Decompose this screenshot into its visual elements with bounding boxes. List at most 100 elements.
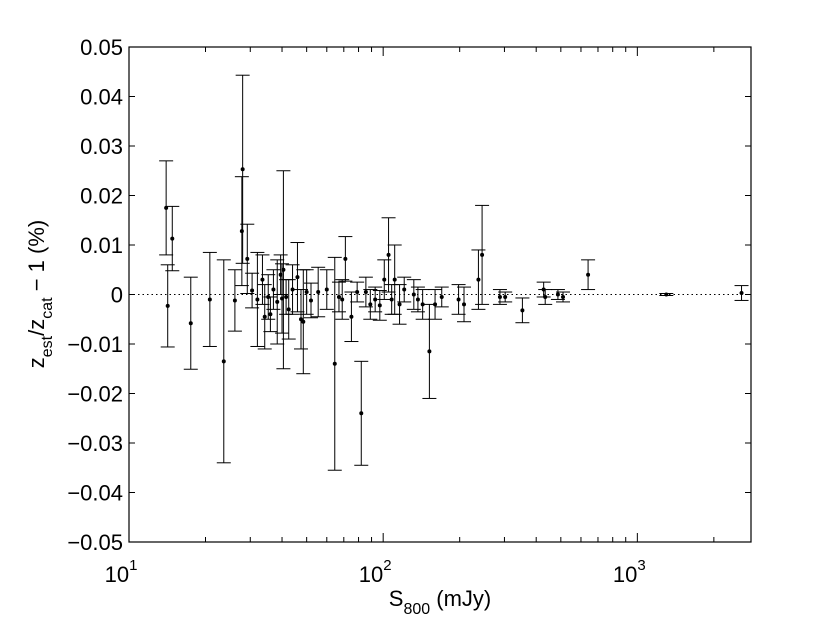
y-tick-label: 0.05 [80,35,123,60]
data-point-group [281,279,296,340]
y-tick-label: 0.02 [80,184,123,209]
data-point [286,307,291,312]
data-point [503,294,508,299]
data-point-group [410,286,425,313]
data-point-group [515,297,530,324]
y-tick-label: 0 [111,283,123,308]
data-point-group [216,259,231,464]
y-tick-label: −0.02 [67,382,123,407]
data-point-group [296,269,311,375]
x-axis-label: S800 (mJy) [389,586,491,618]
data-point [221,359,226,364]
data-point [301,319,306,324]
data-point [271,287,276,292]
data-point-group [350,281,365,303]
data-point [456,297,461,302]
y-tick-label: 0.01 [80,233,123,258]
data-point [543,294,548,299]
data-point-group [498,291,513,303]
data-point [255,297,260,302]
data-point-group [290,242,305,313]
data-point-group [273,254,288,295]
data-point-group [159,160,174,256]
data-point [392,277,397,282]
data-point-group [581,259,596,291]
data-point [739,291,744,296]
data-point-group [319,269,334,310]
data-point-group [381,217,396,293]
data-point-group [299,269,314,315]
y-tick-label: 0.03 [80,134,123,159]
data-point [368,302,373,307]
point-layer [159,74,749,471]
data-point-group [397,276,412,303]
data-point [290,287,295,292]
data-point [188,321,193,326]
data-point-group [538,289,553,305]
data-point-group [263,296,278,333]
data-point [336,294,341,299]
data-point [324,287,329,292]
data-point [239,229,244,234]
data-point-group [293,289,308,350]
data-point-group [358,276,373,308]
y-tick-label: 0.04 [80,85,123,110]
y-tick-label: −0.03 [67,431,123,456]
x-tick-label: 103 [613,557,646,587]
data-point [355,290,360,295]
data-point [304,290,309,295]
data-point [232,298,237,303]
data-point-group [311,266,326,318]
data-point [402,287,407,292]
data-point [343,256,348,261]
data-point-group [255,254,270,305]
data-point-group [250,251,265,347]
data-point-group [422,303,437,399]
data-point-group [160,264,175,348]
data-point [476,277,481,282]
data-point-group [276,170,291,370]
y-tick-label: −0.01 [67,332,123,357]
data-point-group [270,259,285,345]
data-point-group [266,269,281,310]
data-point-group [303,282,318,319]
x-tick-label: 101 [105,557,138,587]
data-point [316,290,321,295]
data-point-group [434,286,449,308]
data-point [363,290,368,295]
data-point-group [406,279,421,310]
data-point [411,292,416,297]
data-point [664,292,669,297]
data-point-group [556,291,571,303]
data-point [439,294,444,299]
y-tick-label: −0.05 [67,530,123,555]
data-point-group [338,236,353,282]
data-point-group [471,249,486,310]
data-point [340,297,345,302]
data-point [268,312,273,317]
data-point [349,314,354,319]
y-axis-label: zest/zcat − 1 (%) [24,220,56,368]
data-point-group [327,256,342,471]
data-point-group [245,272,260,309]
data-point [245,256,250,261]
data-point [308,298,313,303]
data-point [295,275,300,280]
y-tick-label: −0.04 [67,481,123,506]
data-point-group [734,285,749,301]
data-point [415,297,420,302]
data-point [170,236,175,241]
data-point [427,349,432,354]
data-point-group [257,284,272,350]
data-point-group [235,74,250,264]
data-point [373,297,378,302]
data-point [389,297,394,302]
data-point [260,277,265,282]
data-point-group [659,292,674,297]
data-point [480,252,485,257]
data-point-group [331,281,346,313]
data-point [586,272,591,277]
data-point-group [234,176,249,287]
data-point [462,302,467,307]
